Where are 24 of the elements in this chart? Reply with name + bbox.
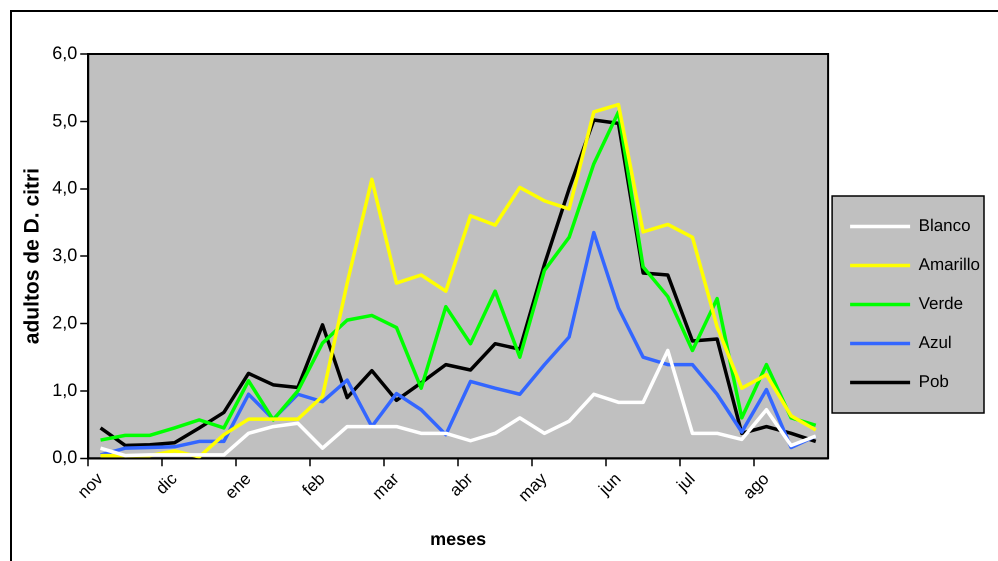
y-tick-label: 5,0: [52, 110, 78, 130]
x-tick-label: feb: [298, 469, 329, 500]
y-tick-label: 6,0: [52, 42, 78, 63]
x-tick-label: abr: [446, 468, 477, 500]
legend-label: Verde: [918, 294, 964, 314]
x-tick-label: nov: [74, 468, 108, 502]
x-tick-label: ene: [221, 469, 255, 503]
y-tick-label: 1,0: [52, 380, 78, 400]
legend-label: Pob: [918, 372, 949, 392]
legend-label: Azul: [918, 333, 952, 352]
x-tick-label: may: [514, 468, 551, 506]
y-tick-label: 2,0: [52, 312, 78, 332]
x-tick-label: jul: [672, 469, 699, 496]
x-tick-label: dic: [152, 468, 182, 498]
y-axis-title: adultos de D. citri: [20, 168, 44, 344]
y-tick-label: 4,0: [52, 178, 78, 198]
y-tick-label: 3,0: [52, 245, 78, 266]
x-tick-label: ago: [739, 469, 773, 503]
x-tick-label: jun: [594, 469, 625, 500]
x-axis-title: meses: [430, 529, 486, 550]
x-tick-label: mar: [368, 468, 403, 504]
y-tick-label: 0,0: [52, 447, 78, 468]
legend-label: Amarillo: [918, 255, 980, 274]
legend-label: Blanco: [918, 216, 971, 236]
